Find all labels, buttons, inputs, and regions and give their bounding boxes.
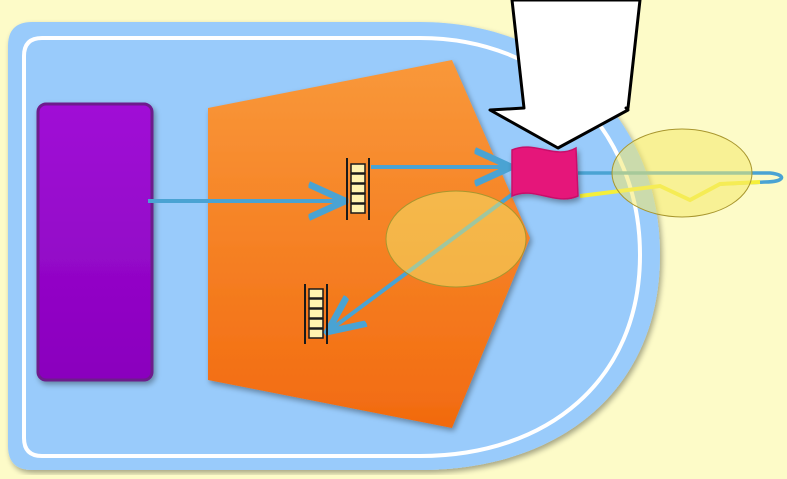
callout-arrow (488, 0, 642, 150)
queue-top (346, 158, 370, 220)
highlight-center (385, 190, 527, 288)
orange-pentagon (208, 60, 530, 428)
purple-block (36, 102, 154, 382)
pink-connector (511, 146, 579, 200)
arrow-connector-to-right-loop (578, 171, 784, 186)
highlight-right (611, 128, 753, 218)
queue-bottom (304, 284, 328, 344)
